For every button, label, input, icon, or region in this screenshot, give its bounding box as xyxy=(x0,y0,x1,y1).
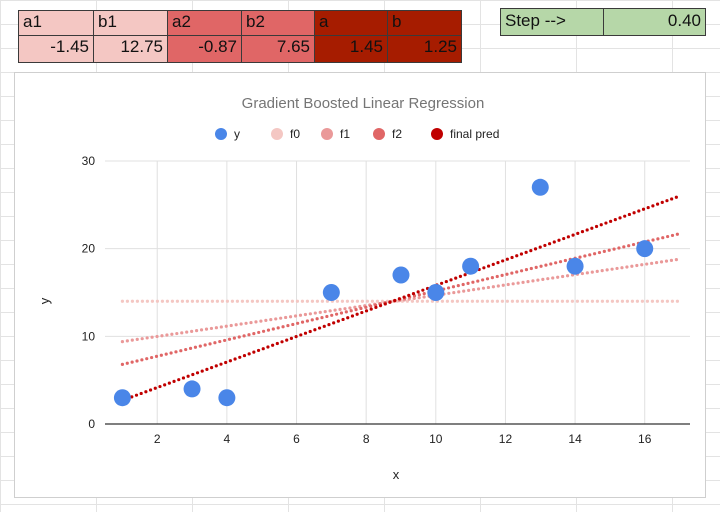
legend-label-y: y xyxy=(234,127,240,141)
data-point-6 xyxy=(462,257,480,275)
x-tick-label-6: 6 xyxy=(293,432,300,446)
x-tick-label-14: 14 xyxy=(568,432,582,446)
header-cell-b1[interactable]: b1 xyxy=(93,10,168,36)
value-cell-b1[interactable]: 12.75 xyxy=(93,35,168,63)
data-point-3 xyxy=(322,284,340,301)
x-tick-label-2: 2 xyxy=(154,432,161,446)
legend-swatch-f0 xyxy=(271,128,283,140)
chart-axes: 2 4 6 8 10 12 14 16 0 10 20 30 xyxy=(82,154,690,446)
chart-points xyxy=(113,178,654,407)
value-cell-a1[interactable]: -1.45 xyxy=(18,35,94,63)
value-cell-b2[interactable]: 7.65 xyxy=(241,35,315,63)
chart-legend: y f0 f1 f2 final pred xyxy=(215,127,499,141)
legend-swatch-final-pred xyxy=(431,128,443,140)
step-label-cell[interactable]: Step --> xyxy=(500,8,604,36)
chart-card[interactable]: Gradient Boosted Linear Regression y f0 f1… xyxy=(14,72,706,498)
data-point-1 xyxy=(183,380,201,398)
y-axis-label: y xyxy=(37,297,52,304)
value-cell-a2[interactable]: -0.87 xyxy=(167,35,242,63)
data-point-5 xyxy=(427,284,445,301)
y-tick-label-30: 30 xyxy=(82,154,96,168)
x-tick-label-12: 12 xyxy=(499,432,513,446)
legend-swatch-y xyxy=(215,128,227,140)
data-point-8 xyxy=(566,257,584,275)
data-point-4 xyxy=(392,266,410,284)
y-tick-label-0: 0 xyxy=(88,417,95,431)
x-axis-label: x xyxy=(393,467,400,482)
legend-label-f1: f1 xyxy=(340,127,350,141)
legend-label-final-pred: final pred xyxy=(450,127,499,141)
legend-swatch-f2 xyxy=(373,128,385,140)
header-cell-b[interactable]: b xyxy=(387,10,462,36)
chart-lines xyxy=(120,194,682,402)
data-point-7 xyxy=(531,178,549,196)
x-tick-label-10: 10 xyxy=(429,432,443,446)
series-line-final-pred xyxy=(120,194,682,402)
legend-label-f0: f0 xyxy=(290,127,300,141)
header-cell-a[interactable]: a xyxy=(314,10,388,36)
x-tick-label-16: 16 xyxy=(638,432,652,446)
data-point-9 xyxy=(636,240,654,258)
series-line-f2 xyxy=(120,232,682,366)
series-line-f1 xyxy=(120,257,682,344)
legend-label-f2: f2 xyxy=(392,127,402,141)
y-tick-label-20: 20 xyxy=(82,242,96,256)
x-tick-label-8: 8 xyxy=(363,432,370,446)
data-point-0 xyxy=(113,389,131,407)
chart-title: Gradient Boosted Linear Regression xyxy=(242,95,485,112)
regression-chart: Gradient Boosted Linear Regression y f0 f1… xyxy=(37,95,690,482)
value-cell-a[interactable]: 1.45 xyxy=(314,35,388,63)
value-cell-b[interactable]: 1.25 xyxy=(387,35,462,63)
legend-swatch-f1 xyxy=(321,128,333,140)
header-cell-a2[interactable]: a2 xyxy=(167,10,242,36)
chart-gridlines xyxy=(105,160,690,424)
y-tick-label-10: 10 xyxy=(82,329,96,343)
x-tick-label-4: 4 xyxy=(224,432,231,446)
data-point-2 xyxy=(218,389,236,407)
header-cell-a1[interactable]: a1 xyxy=(18,10,94,36)
header-cell-b2[interactable]: b2 xyxy=(241,10,315,36)
step-value-cell[interactable]: 0.40 xyxy=(603,8,706,36)
